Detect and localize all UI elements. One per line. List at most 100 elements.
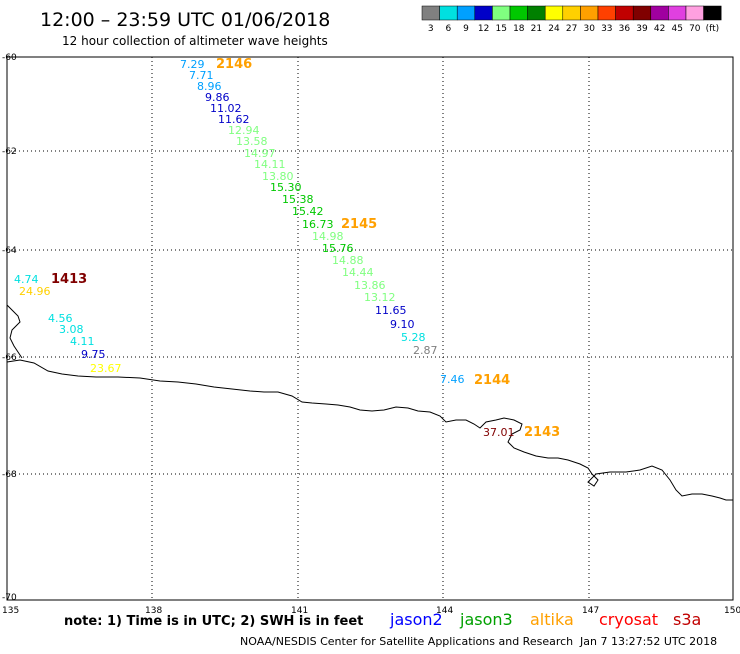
swh-label: 24.96 [19,285,51,298]
swh-label: 13.58 [236,135,268,148]
lon-label: 150 [724,606,740,616]
lat-label: -70 [2,593,17,603]
map-frame [6,56,734,601]
swh-label: 4.56 [48,312,73,325]
swh-label: 14.88 [332,254,364,267]
lon-label: 141 [291,606,308,616]
pass-number-label: 2145 [341,217,377,232]
credit-line: NOAA/NESDIS Center for Satellite Applica… [240,635,573,648]
swh-label: 7.29 [180,58,205,71]
legend-tick-label: 18 [513,24,525,34]
satellite-name-cryosat: cryosat [599,610,658,629]
legend-swatch [703,5,722,21]
lat-label: -64 [2,246,17,256]
lat-label: -66 [2,353,17,363]
observation-layer: 7.29 7.71 8.96 9.86 11.02 11.62 12.94 13… [14,58,515,439]
swh-label: 7.46 [440,373,465,386]
legend-swatch [492,5,511,21]
legend-tick-label: 12 [478,24,489,34]
swh-label: 14.44 [342,266,374,279]
legend-tick-label: 15 [495,24,506,34]
legend-tick-label: 70 [689,24,701,34]
generation-timestamp: Jan 7 13:27:52 UTC 2018 [579,635,717,648]
lon-label: 138 [145,606,162,616]
lon-label: 147 [582,606,599,616]
legend-tick-label: 3 [428,24,434,34]
swh-label: 13.80 [262,170,294,183]
swh-label: 8.96 [197,80,222,93]
legend-tick-label: 9 [463,24,469,34]
lon-label: 144 [436,606,453,616]
lat-label: -60 [2,53,17,63]
legend-tick-label: 42 [654,24,665,34]
legend-tick-label: 39 [636,24,648,34]
swh-label: 9.10 [390,318,415,331]
legend-tick-label: 36 [619,24,631,34]
swh-label: 11.62 [218,113,250,126]
coastline [6,359,733,501]
satellite-name-s3a: s3a [673,610,701,629]
swh-label: 37.01 [483,426,515,439]
swh-label: 14.97 [244,147,276,160]
swh-label: 15.30 [270,181,302,194]
swh-label: 9.75 [81,348,106,361]
legend-swatch [597,5,616,21]
swh-label: 4.11 [70,335,95,348]
swh-label: 23.67 [90,362,122,375]
pass-number-label: 2144 [474,373,510,388]
legend-swatch [615,5,634,21]
legend-tick-label: (ft) [706,24,720,34]
legend-tick-label: 21 [531,24,542,34]
swh-label: 13.86 [354,279,386,292]
legend-tick-label: 45 [671,24,682,34]
swh-label: 14.11 [254,158,286,171]
satellite-name-jason2: jason2 [389,610,443,629]
legend-tick-label: 6 [446,24,452,34]
graticule [7,57,733,600]
legend-swatch [650,5,669,21]
legend-swatch [474,5,493,21]
legend-tick-label: 27 [566,24,577,34]
coastline-west-inlet [6,304,23,359]
lon-label: 135 [2,606,19,616]
pass-label-layer: 2146 2145 1413 2144 2143 [51,57,560,440]
pass-number-label: 1413 [51,272,87,287]
wave-height-legend: 3 6 9 12 15 18 21 24 27 30 33 36 39 42 45 70 (ft) [421,5,722,34]
swh-label: 2.87 [413,344,438,357]
swh-label: 15.76 [322,242,354,255]
legend-tick-label: 33 [601,24,612,34]
satellite-name-jason3: jason3 [459,610,513,629]
lat-label: -62 [2,147,17,157]
lat-label: -68 [2,470,17,480]
swh-label: 11.65 [375,304,407,317]
satellite-name-altika: altika [530,610,574,629]
pass-number-label: 2143 [524,425,560,440]
swh-label: 7.71 [189,69,214,82]
swh-label: 12.94 [228,124,260,137]
legend-swatch [527,5,546,21]
legend-swatch [421,5,440,21]
swh-label: 15.42 [292,205,324,218]
legend-swatch [632,5,652,21]
swh-label: 3.08 [59,323,84,336]
legend-swatch [562,5,581,21]
legend-tick-label: 24 [548,24,560,34]
map-subtitle: 12 hour collection of altimeter wave hei… [62,34,328,48]
legend-swatch [439,5,458,21]
swh-label: 4.74 [14,273,39,286]
pass-number-label: 2146 [216,57,252,72]
swh-label: 14.98 [312,230,344,243]
legend-swatch [580,5,599,21]
legend-swatch [685,5,704,21]
legend-tick-label: 30 [583,24,595,34]
satellite-legend: jason2 jason3 altika cryosat s3a [389,610,701,629]
swh-label: 5.28 [401,331,426,344]
swh-label: 9.86 [205,91,230,104]
legend-swatch [544,5,564,21]
swh-label: 11.02 [210,102,242,115]
units-note: note: 1) Time is in UTC; 2) SWH is in fe… [64,614,363,629]
swh-label: 15.38 [282,193,314,206]
legend-swatch [456,5,476,21]
